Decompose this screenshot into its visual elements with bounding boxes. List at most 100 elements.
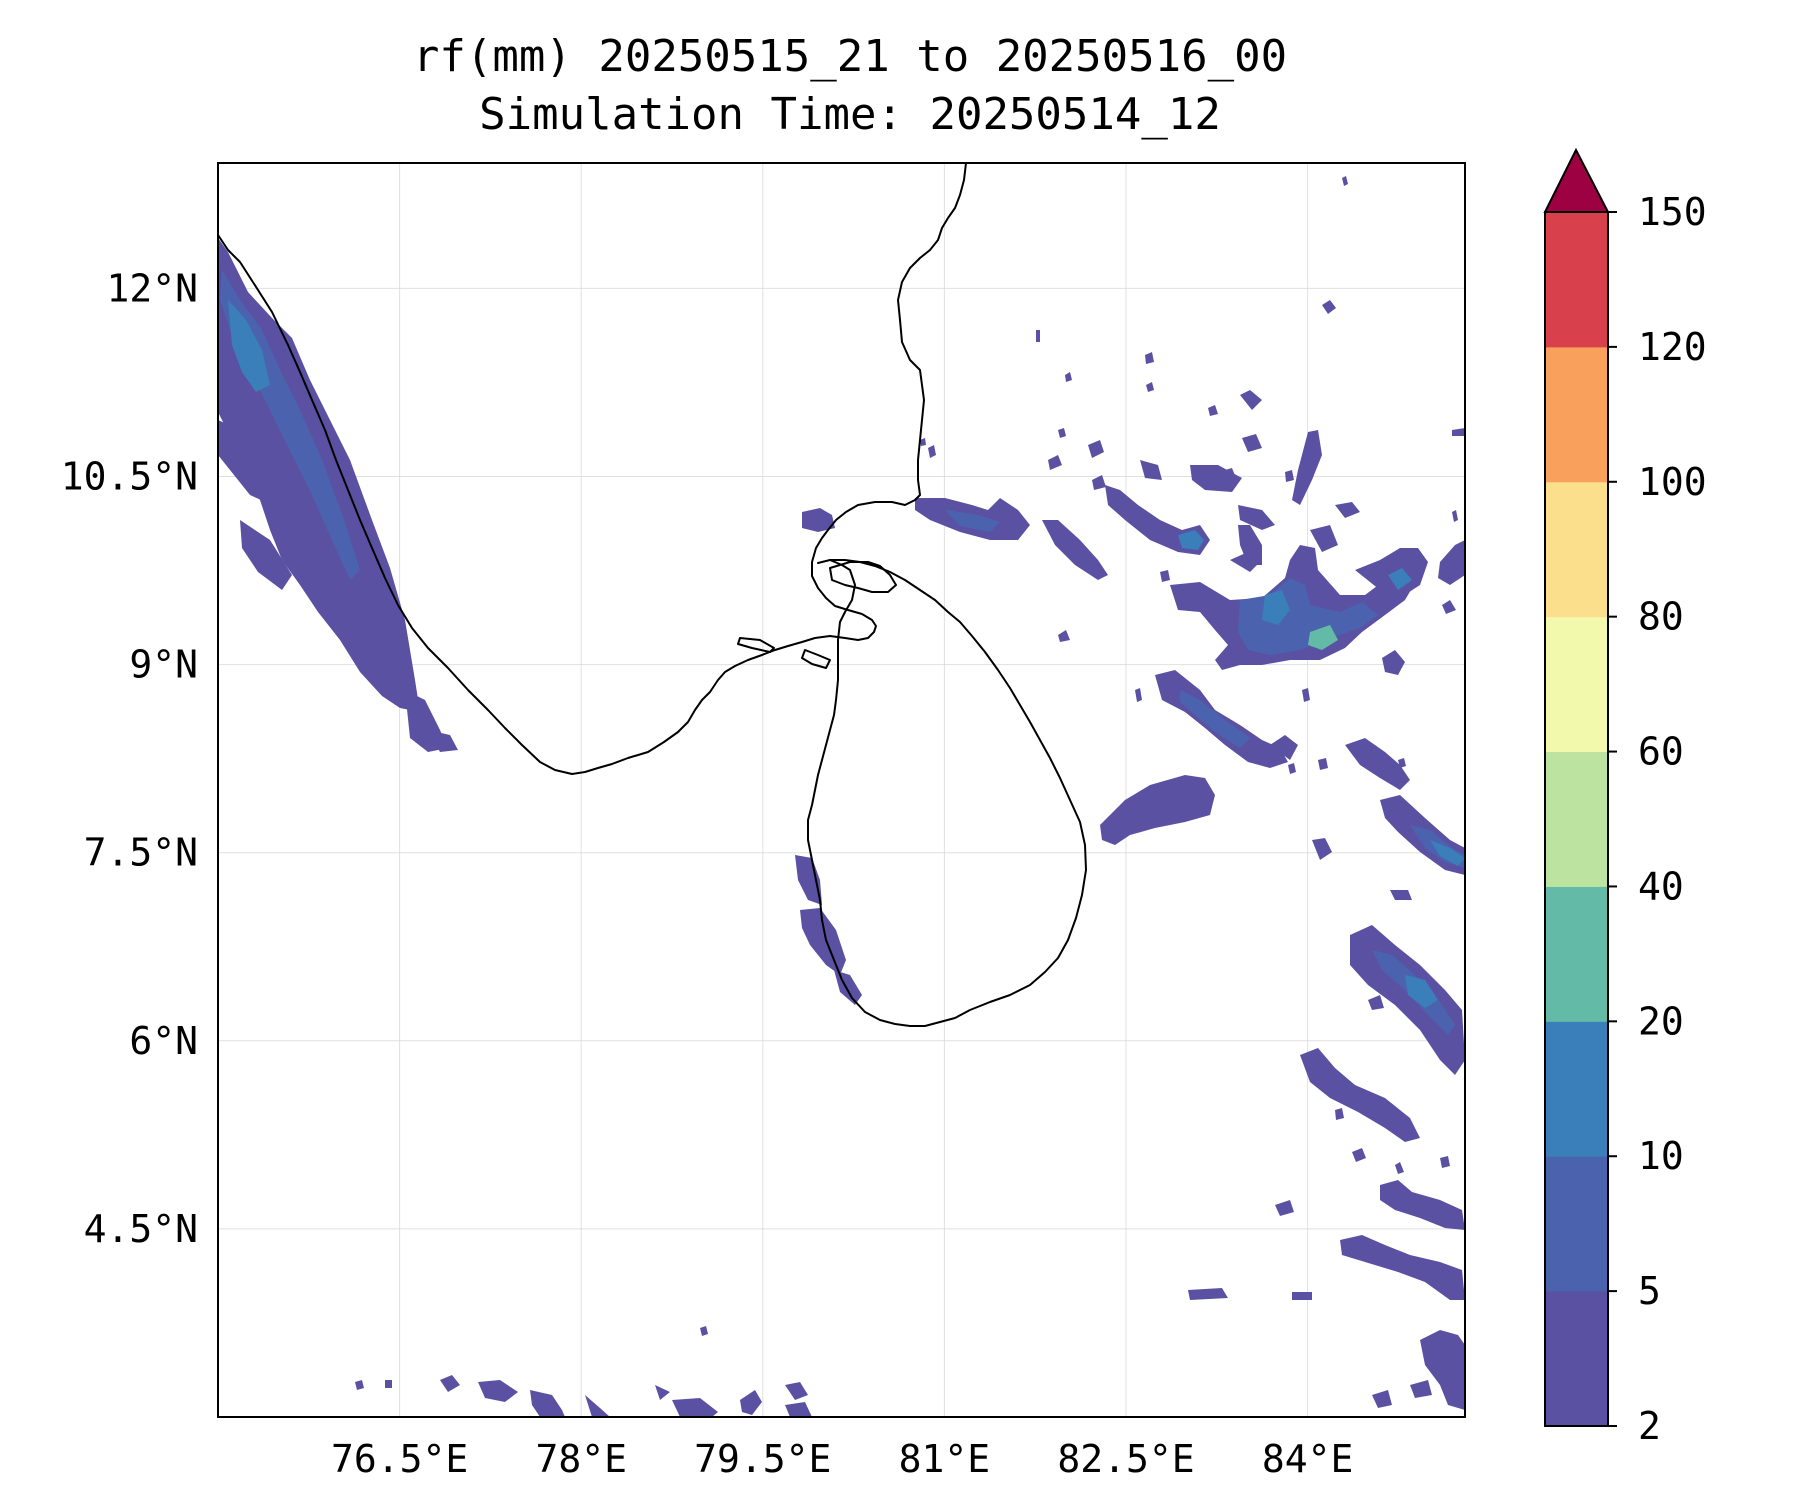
rain-area-south-7	[740, 1390, 762, 1415]
map-background	[218, 163, 1465, 1417]
rain-speck-16	[1160, 570, 1170, 582]
rain-area-se-blob-4	[1188, 1288, 1228, 1300]
colorbar-tick-label: 60	[1638, 730, 1684, 774]
rain-area-bay-band-2-medium	[1180, 690, 1250, 748]
map-frame	[217, 162, 1466, 1418]
rain-speck-14	[1242, 434, 1262, 452]
colorbar-segment	[1545, 616, 1608, 753]
colorbar-segment	[1545, 1156, 1608, 1292]
y-tick-label: 7.5°N	[84, 831, 198, 875]
rain-area-ne-blob-4	[1335, 502, 1360, 518]
colorbar-tick-label: 5	[1638, 1269, 1661, 1313]
rain-area-south-6	[672, 1398, 718, 1417]
colorbar-segment	[1545, 346, 1608, 483]
rain-speck-10	[1088, 440, 1104, 458]
rain-area-bay-blob-3	[1270, 735, 1298, 760]
rain-speck-11	[1048, 455, 1062, 470]
rain-speck-8	[1208, 405, 1218, 416]
x-tick-label: 76.5°E	[331, 1437, 468, 1481]
rain-area-se-blob-6	[1352, 1148, 1366, 1162]
y-tick-label: 12°N	[106, 266, 198, 310]
rainfall-contours	[218, 176, 1465, 1417]
mannar-island	[801, 649, 831, 669]
rain-area-se-band-2	[1300, 1048, 1420, 1142]
rain-area-se-blob-1	[1410, 1380, 1432, 1398]
rain-speck-15	[1285, 470, 1294, 482]
y-axis-ticks: 12°N 10.5°N 9°N 7.5°N 6°N 4.5°N	[61, 266, 198, 1251]
rain-speck-24	[920, 438, 926, 446]
chart-title: rf(mm) 20250515_21 to 20250516_00	[412, 31, 1288, 82]
rain-area-far-east-band-1	[1345, 738, 1410, 790]
rain-area-south-8	[785, 1382, 808, 1400]
rain-area-south-12	[700, 1326, 708, 1336]
rain-area-far-east-blob-1	[1312, 838, 1332, 860]
rain-area-se-blob-3	[1275, 1200, 1294, 1216]
rain-speck-18	[1058, 630, 1070, 642]
map-panel: 76.5°E 78°E 79.5°E 81°E 82.5°E 84°E 12°N 10.5°…	[61, 162, 1466, 1481]
colorbar-tick-label: 40	[1638, 864, 1684, 908]
rain-speck-25	[1318, 758, 1328, 770]
rain-area-west-offshore-2	[240, 520, 292, 590]
rain-area-south-9	[785, 1402, 812, 1417]
rain-speck-17	[1135, 688, 1142, 702]
rain-speck-28	[1440, 1156, 1450, 1168]
rain-area-se-blob-7	[1368, 995, 1384, 1010]
rain-speck-23	[928, 445, 936, 458]
x-axis-ticks: 76.5°E 78°E 79.5°E 81°E 82.5°E 84°E	[331, 1437, 1353, 1481]
colorbar-segment	[1545, 886, 1608, 1022]
rain-area-srilanka-north	[802, 508, 835, 532]
rain-speck-22	[1302, 688, 1310, 702]
rain-area-se-band-4	[1340, 1235, 1465, 1300]
rain-area-ne-band-1-medium	[945, 510, 1000, 532]
colorbar-segment	[1545, 751, 1608, 887]
rain-area-se-blob-2	[1372, 1390, 1392, 1408]
colorbar-segment	[1545, 212, 1608, 348]
rain-area-east-blob-1	[1382, 650, 1405, 675]
rain-area-ne-strip-2	[1310, 525, 1338, 552]
colorbar-tick-label: 150	[1638, 190, 1707, 234]
rain-area-ne-strip-1	[1292, 430, 1322, 505]
rain-area-se-band-3	[1380, 1180, 1465, 1230]
y-tick-label: 6°N	[129, 1019, 198, 1063]
rain-speck-13	[1225, 468, 1236, 480]
rain-speck-26	[1398, 758, 1406, 768]
rain-area-south-2	[478, 1380, 518, 1402]
rain-speck-20	[1452, 510, 1458, 522]
colorbar-frame	[1544, 211, 1609, 1427]
rain-speck-4	[1145, 352, 1154, 364]
map-gridlines	[218, 163, 1465, 1417]
colorbar-ticks: 2 5 10 20 40 60 80 100 120 150	[1608, 190, 1707, 1448]
rain-area-ne-band-2	[1042, 520, 1108, 580]
rain-speck-30	[1395, 1162, 1404, 1174]
colorbar-segment	[1545, 1291, 1608, 1427]
colorbar-segment	[1545, 481, 1608, 618]
rain-speck-7	[1240, 390, 1262, 410]
colorbar-segments	[1545, 212, 1608, 1427]
y-tick-label: 4.5°N	[84, 1207, 198, 1251]
y-tick-label: 10.5°N	[61, 455, 198, 499]
rain-area-south-5	[655, 1385, 670, 1400]
rain-area-ne-blob-2	[1140, 460, 1162, 480]
rain-area-east-edge-1	[1438, 540, 1465, 585]
rain-speck-19	[1442, 600, 1456, 614]
rain-speck-6	[1146, 382, 1154, 392]
rain-speck-27	[1288, 763, 1296, 774]
colorbar-tick-label: 100	[1638, 460, 1707, 504]
colorbar-tick-label: 2	[1638, 1404, 1661, 1448]
rain-area-south-1	[440, 1375, 460, 1392]
rain-area-ne-band-3-heavy	[1178, 530, 1204, 550]
rain-area-srilanka-west-1	[795, 855, 822, 905]
rain-speck-29	[1335, 1108, 1344, 1120]
colorbar-segment	[1545, 1021, 1608, 1157]
colorbar: 2 5 10 20 40 60 80 100 120 150	[1543, 147, 1707, 1448]
rain-area-bay-cluster-peak	[1308, 625, 1338, 650]
colorbar-tick-label: 120	[1638, 325, 1707, 369]
rain-area-bay-cluster-heavy	[1262, 590, 1290, 625]
rain-speck-9	[1058, 428, 1066, 438]
x-tick-label: 84°E	[1262, 1437, 1354, 1481]
colorbar-tick-label: 10	[1638, 1134, 1684, 1178]
rain-area-srilanka-west-2	[800, 908, 846, 975]
rain-area-se-band-1-heavy	[1405, 975, 1438, 1008]
x-tick-label: 79.5°E	[694, 1437, 831, 1481]
